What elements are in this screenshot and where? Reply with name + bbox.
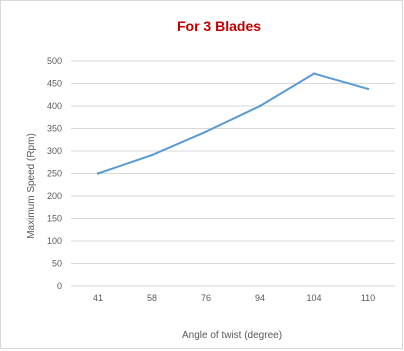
data-point xyxy=(96,172,100,175)
gridlines xyxy=(71,60,395,287)
y-tick-label: 50 xyxy=(52,259,62,269)
y-tick-label: 100 xyxy=(47,236,62,246)
y-axis-label: Maximum Speed (Rpm) xyxy=(26,133,37,239)
x-tick-label: 41 xyxy=(93,293,103,303)
x-tick-label: 110 xyxy=(361,293,375,303)
y-axis-ticks: 0 50 100 150 200 250 300 350 400 450 500 xyxy=(47,56,62,291)
x-tick-label: 58 xyxy=(147,293,157,303)
data-point xyxy=(150,153,154,157)
y-tick-label: 150 xyxy=(47,214,62,224)
data-point xyxy=(258,104,262,108)
y-tick-label: 250 xyxy=(47,169,62,179)
x-axis-ticks: 41 58 76 94 104 110 xyxy=(93,293,375,303)
x-axis-label: Angle of twist (degree) xyxy=(182,330,282,341)
series-layer xyxy=(96,72,370,175)
series-line xyxy=(97,72,369,175)
data-point xyxy=(366,87,370,91)
x-tick-label: 104 xyxy=(306,293,321,303)
y-tick-label: 300 xyxy=(47,146,62,156)
y-tick-label: 400 xyxy=(47,101,62,111)
y-tick-label: 0 xyxy=(57,281,62,291)
x-tick-label: 94 xyxy=(255,293,265,303)
x-tick-label: 76 xyxy=(201,293,211,303)
y-tick-label: 200 xyxy=(47,191,62,201)
chart-title: For 3 Blades xyxy=(177,18,261,34)
y-tick-label: 350 xyxy=(47,124,62,134)
y-tick-label: 500 xyxy=(47,56,62,66)
data-point xyxy=(312,72,316,75)
data-point xyxy=(204,130,208,133)
y-tick-label: 450 xyxy=(47,79,62,89)
